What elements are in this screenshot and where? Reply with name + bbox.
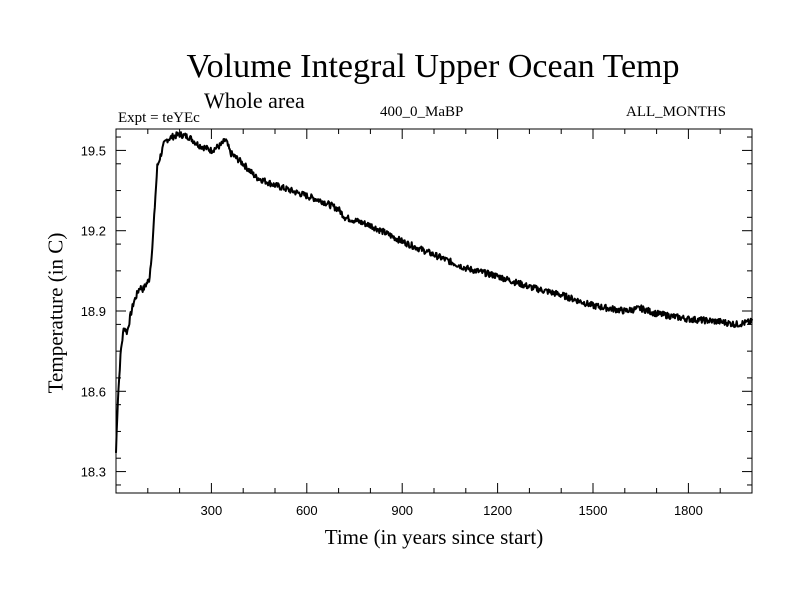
x-tick-label: 1800 [674,503,703,518]
x-axis-label: Time (in years since start) [324,525,544,549]
y-tick-label: 19.2 [81,224,106,239]
plot-frame [115,128,753,494]
period-label: 400_0_MaBP [380,104,464,120]
y-tick-label: 18.9 [81,304,106,319]
y-tick-label: 19.5 [81,143,106,158]
temperature-series-line [115,131,753,453]
x-tick-label: 1500 [579,503,608,518]
y-axis-ticks: 18.3 18.6 18.9 19.2 19.5 [81,136,752,486]
chart-title: Volume Integral Upper Ocean Temp [186,48,680,85]
x-tick-label: 600 [296,503,318,518]
x-tick-label: 900 [391,503,413,518]
experiment-label: Expt = teYEc [118,110,200,126]
x-axis-ticks: 300 600 900 1200 1500 1800 [147,129,721,518]
chart-subtitle: Whole area [204,88,305,113]
x-tick-label: 1200 [483,503,512,518]
y-tick-label: 18.3 [81,465,106,480]
y-tick-label: 18.6 [81,384,106,399]
months-label: ALL_MONTHS [626,104,726,120]
x-tick-label: 300 [201,503,223,518]
